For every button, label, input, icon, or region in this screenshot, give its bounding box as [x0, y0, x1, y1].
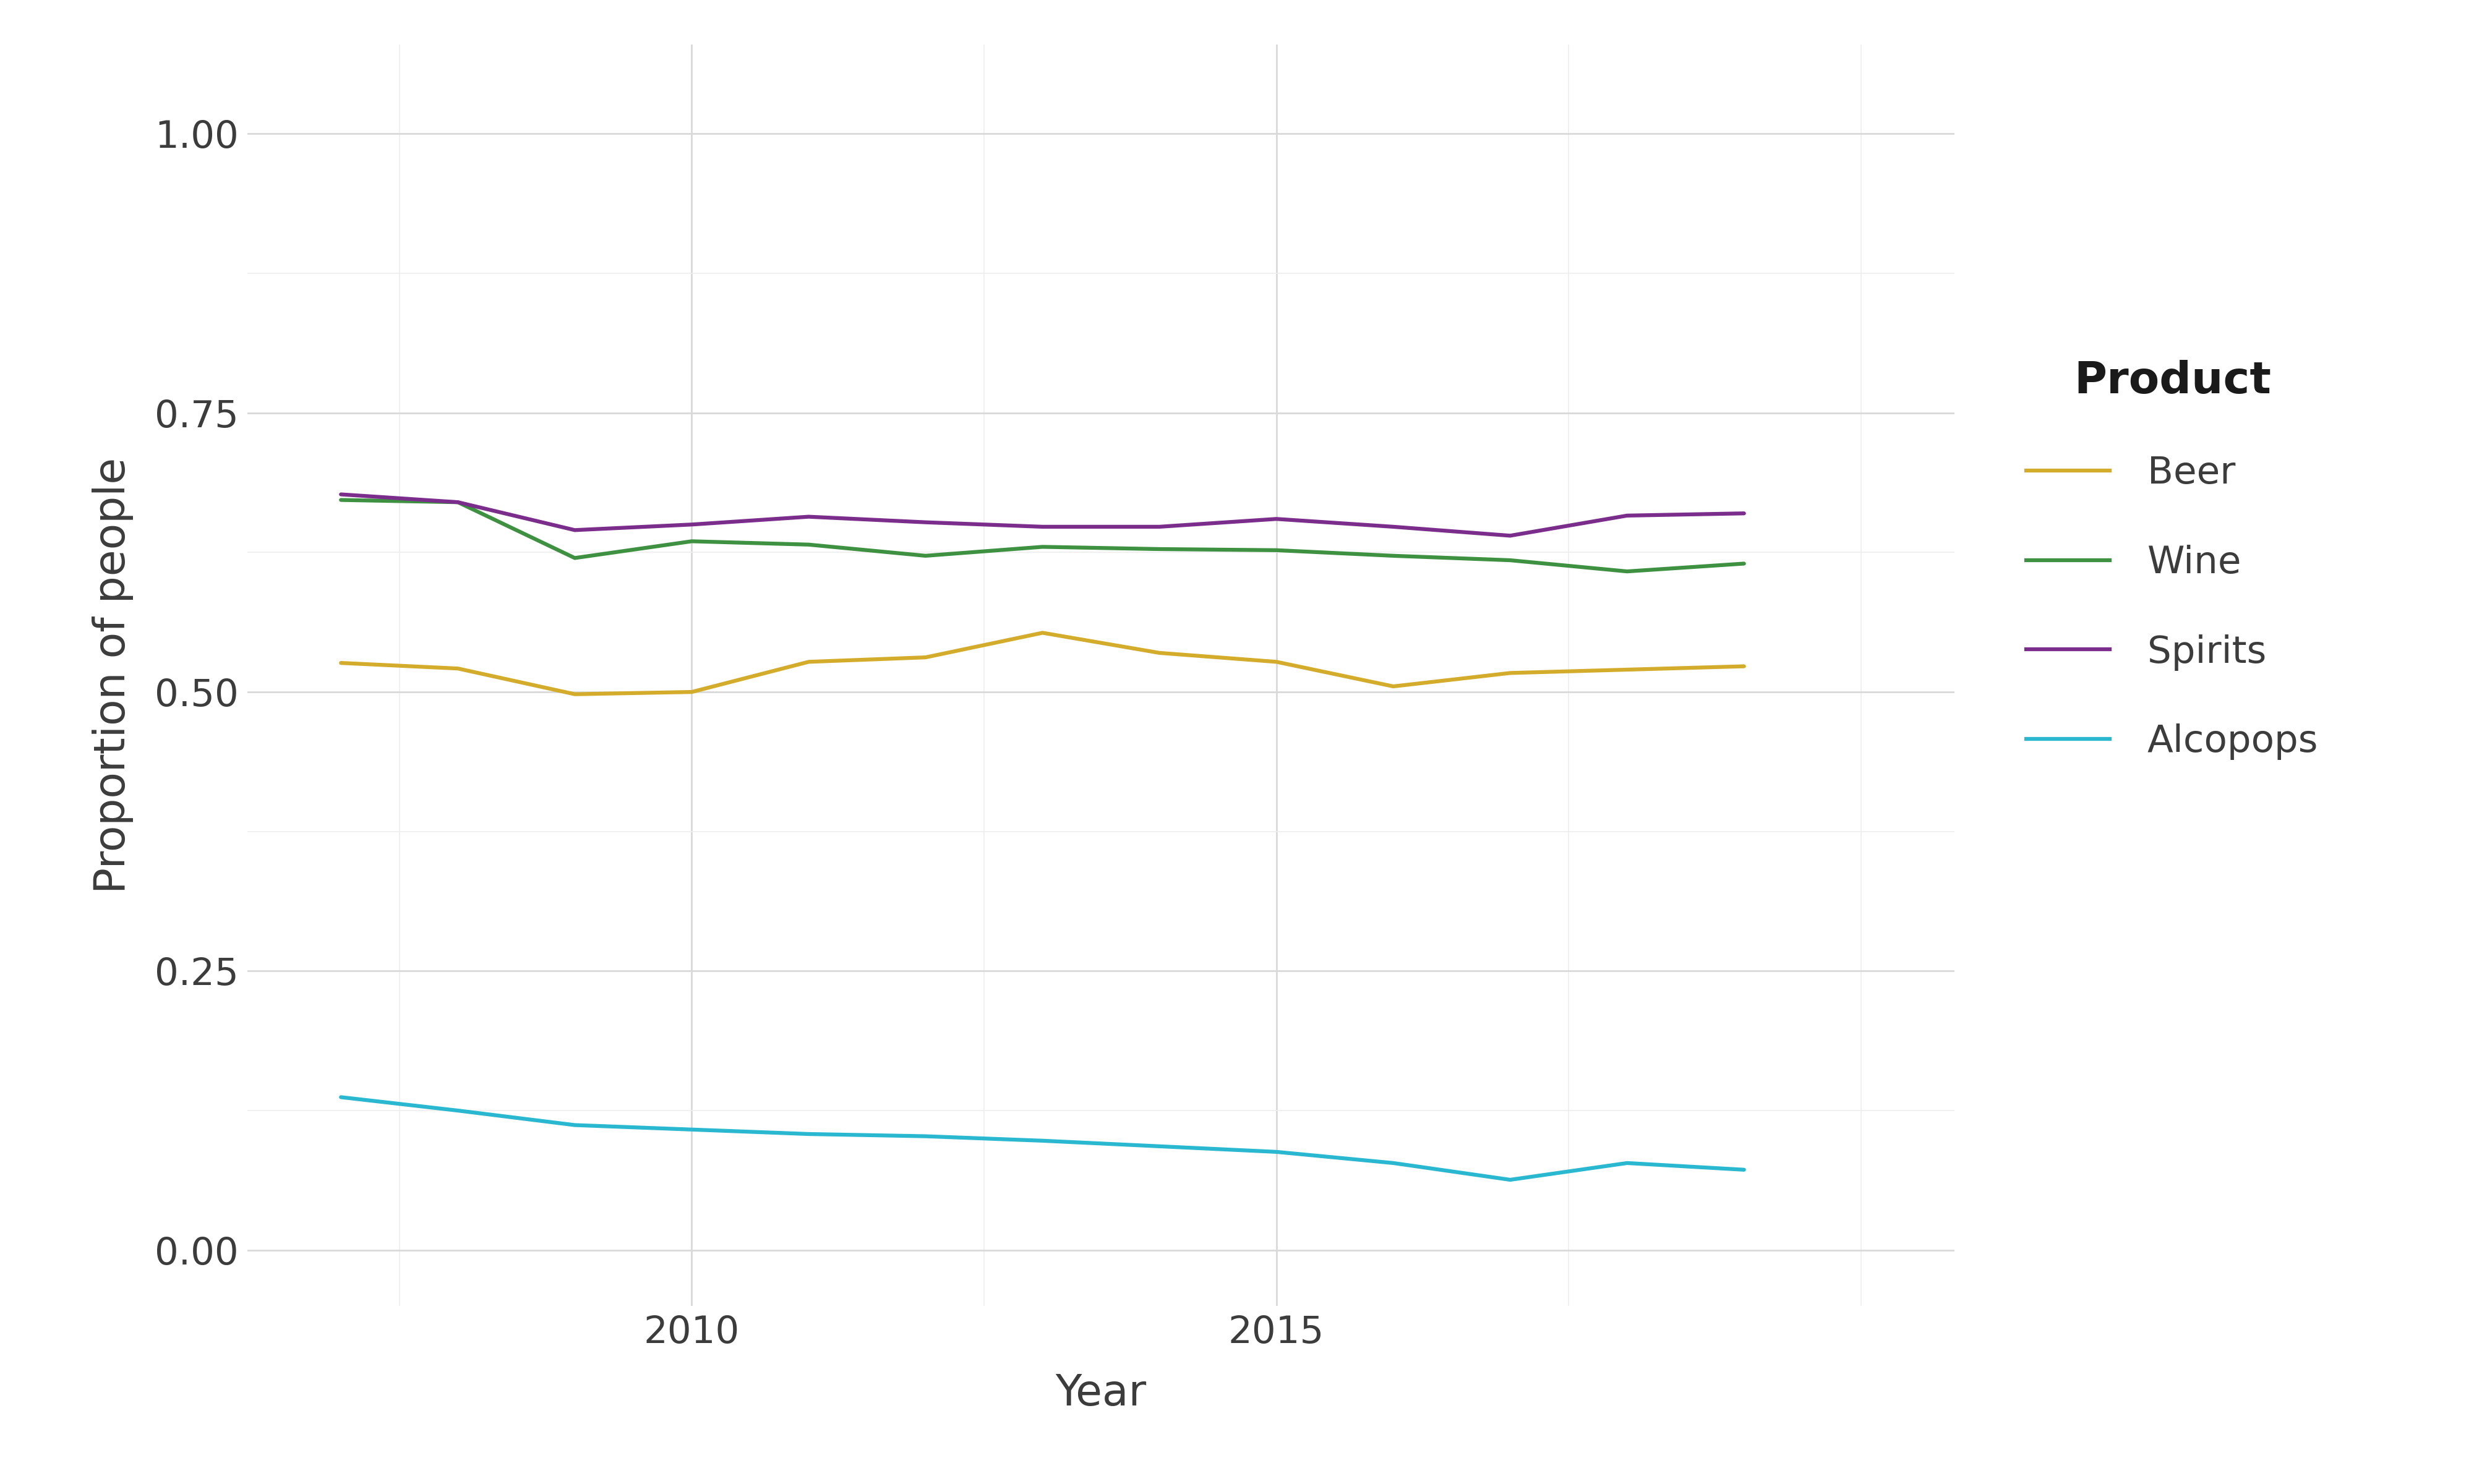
Spirits — [678, 515, 708, 533]
Wine — [910, 548, 940, 565]
Spirits — [327, 485, 356, 503]
Wine — [559, 549, 589, 567]
Alcopops — [1613, 1155, 1643, 1172]
X-axis label: Year: Year — [1056, 1373, 1145, 1414]
Wine — [1729, 555, 1759, 573]
Alcopops — [559, 1116, 589, 1134]
Wine — [327, 491, 356, 509]
Wine — [1262, 542, 1291, 559]
Spirits — [1378, 518, 1408, 536]
Alcopops — [910, 1128, 940, 1146]
Beer — [1613, 660, 1643, 678]
Alcopops — [1729, 1160, 1759, 1178]
Spirits — [1729, 505, 1759, 522]
Line: Wine: Wine — [341, 500, 1744, 571]
Spirits — [1027, 518, 1056, 536]
Wine — [1494, 552, 1524, 570]
Beer — [559, 686, 589, 703]
Alcopops — [1494, 1171, 1524, 1189]
Wine — [443, 493, 473, 510]
Spirits — [443, 493, 473, 510]
Wine — [1378, 548, 1408, 565]
Alcopops — [678, 1120, 708, 1138]
Beer — [1027, 623, 1056, 641]
Line: Spirits: Spirits — [341, 494, 1744, 536]
Alcopops — [327, 1088, 356, 1106]
Wine — [678, 533, 708, 551]
Beer — [327, 654, 356, 672]
Beer — [443, 659, 473, 677]
Alcopops — [443, 1101, 473, 1119]
Beer — [1145, 644, 1175, 662]
Spirits — [1262, 510, 1291, 528]
Wine — [794, 536, 824, 554]
Alcopops — [1145, 1137, 1175, 1155]
Wine — [1027, 537, 1056, 555]
Spirits — [1494, 527, 1524, 545]
Beer — [794, 653, 824, 671]
Spirits — [1145, 518, 1175, 536]
Beer — [1729, 657, 1759, 675]
Line: Beer: Beer — [341, 632, 1744, 695]
Wine — [1613, 562, 1643, 580]
Spirits — [910, 513, 940, 531]
Legend: Beer, Wine, Spirits, Alcopops: Beer, Wine, Spirits, Alcopops — [2006, 341, 2338, 779]
Beer — [678, 683, 708, 700]
Alcopops — [1262, 1143, 1291, 1160]
Alcopops — [794, 1125, 824, 1143]
Line: Alcopops: Alcopops — [341, 1097, 1744, 1180]
Spirits — [559, 521, 589, 539]
Beer — [910, 649, 940, 666]
Spirits — [794, 508, 824, 525]
Y-axis label: Proportion of people: Proportion of people — [92, 457, 134, 893]
Beer — [1494, 663, 1524, 681]
Alcopops — [1027, 1132, 1056, 1150]
Beer — [1262, 653, 1291, 671]
Spirits — [1613, 506, 1643, 524]
Alcopops — [1378, 1155, 1408, 1172]
Beer — [1378, 678, 1408, 696]
Wine — [1145, 540, 1175, 558]
